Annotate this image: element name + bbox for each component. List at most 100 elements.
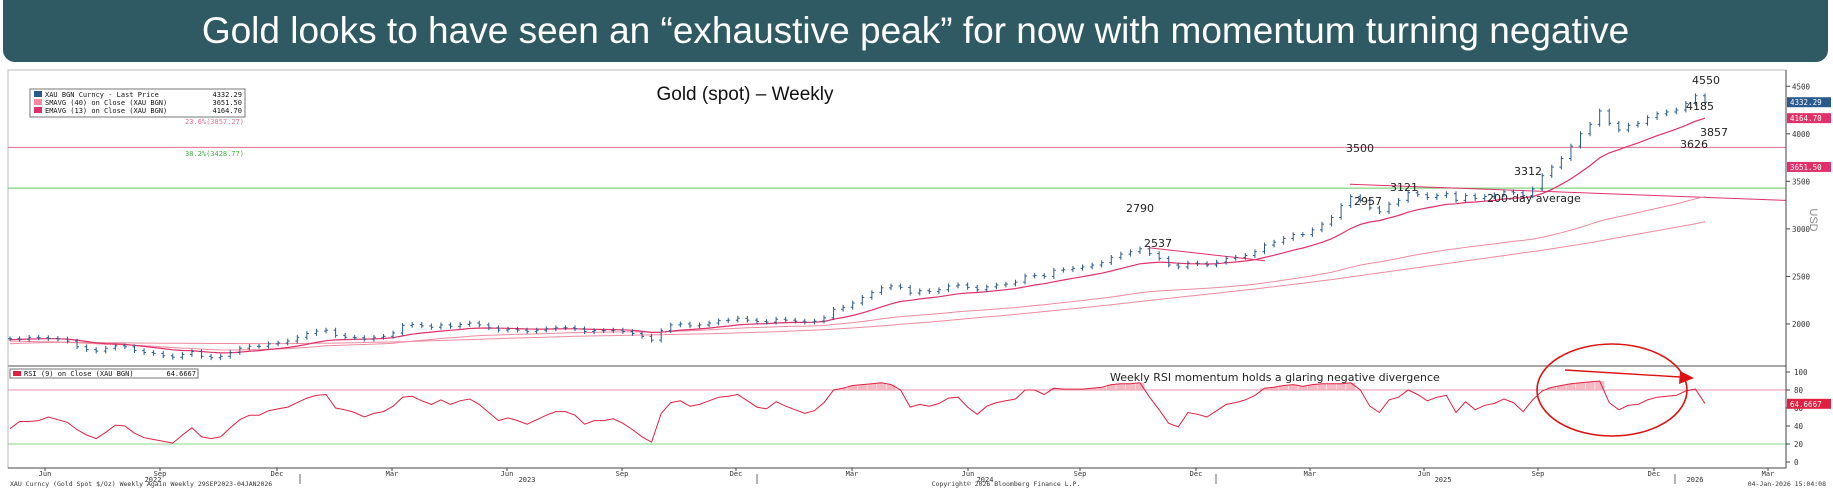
price-bar (640, 331, 645, 339)
price-bar (1233, 255, 1238, 261)
last-price-tag-bg (1787, 161, 1831, 172)
price-bar (75, 338, 80, 350)
price-bar (1176, 262, 1181, 270)
last-price-tag-label: 4164.70 (1790, 114, 1822, 123)
banner-title: Gold looks to have seen an “exhaustive p… (201, 10, 1630, 51)
price-bar (1205, 261, 1210, 268)
price-bar (65, 336, 70, 344)
price-bar (285, 338, 290, 346)
price-bar (1272, 239, 1277, 248)
price-bar (1635, 120, 1640, 128)
price-bar (1262, 242, 1267, 255)
annotation-200day: 200-day average (1487, 192, 1581, 205)
price-bar (917, 288, 922, 296)
banner: Gold looks to have seen an “exhaustive p… (3, 0, 1828, 62)
price-bar (1645, 115, 1650, 126)
price-bar (94, 347, 99, 354)
price-bar (17, 336, 22, 342)
price-bar (1616, 120, 1621, 133)
price-bar (1434, 193, 1439, 200)
price-bar (295, 334, 300, 344)
price-bar (458, 322, 463, 329)
price-bar (573, 325, 577, 332)
legend-swatch-sma (34, 99, 42, 105)
price-bar (1501, 189, 1506, 198)
price-bar (754, 317, 759, 324)
price-bar (1655, 111, 1660, 121)
x-month-label: Dec (1648, 470, 1661, 478)
annotation-2537: 2537 (1144, 237, 1172, 250)
divergence-arrow-head (1679, 371, 1694, 384)
price-bar (324, 327, 329, 334)
last-price-tag-label: 3651.50 (1790, 163, 1822, 172)
price-bar (1568, 143, 1573, 161)
price-bar (1099, 260, 1104, 268)
x-month-label: Dec (1190, 470, 1203, 478)
price-bar (1540, 173, 1545, 192)
price-bar (237, 345, 242, 355)
price-bar (1674, 107, 1679, 115)
price-bar (1406, 190, 1411, 203)
price-bar (1061, 267, 1066, 273)
annotation-3857: 3857 (1700, 126, 1728, 139)
rsi-legend-label: RSI (9) on Close (XAU BGN) (24, 370, 134, 378)
x-year-label: 2024 (977, 476, 994, 484)
price-bar (1626, 122, 1631, 133)
price-bar (1339, 203, 1344, 220)
rsi-y-tick-label: 20 (1794, 440, 1804, 449)
price-bar (1185, 260, 1190, 270)
price-bar (802, 318, 807, 325)
legend-label-price: XAU BGN Curncy - Last Price (45, 91, 159, 99)
divergence-circle (1536, 343, 1688, 437)
price-bar (1128, 249, 1133, 257)
legend-value-price: 4332.29 (212, 91, 242, 99)
price-y-tick-label: 2500 (1792, 272, 1811, 281)
annotation-4185: 4185 (1686, 100, 1714, 113)
price-bar (1032, 273, 1037, 279)
price-bar (611, 327, 616, 333)
price-bar (1147, 246, 1152, 256)
price-bar (391, 330, 396, 339)
price-bar (774, 316, 779, 325)
annotation-4550: 4550 (1692, 74, 1720, 87)
price-bar (1559, 156, 1564, 170)
price-bar (496, 325, 501, 333)
price-bar (1473, 193, 1478, 201)
annotation-2957: 2957 (1354, 195, 1382, 208)
price-bar (975, 284, 980, 293)
price-bar (1252, 249, 1257, 258)
price-bar (304, 331, 309, 340)
annotation-3312: 3312 (1514, 165, 1542, 178)
price-bar (8, 336, 12, 342)
price-bar (1138, 246, 1142, 255)
price-bar (1588, 121, 1593, 137)
price-bar (1224, 255, 1229, 265)
x-month-label: Sep (154, 470, 167, 478)
price-bar (831, 306, 836, 321)
price-bar (1023, 273, 1028, 285)
price-bar (534, 327, 539, 334)
price-bar (410, 322, 415, 328)
chart-title: Gold (spot) – Weekly (656, 84, 834, 105)
price-bar (1291, 232, 1296, 241)
price-bar (1444, 191, 1449, 198)
price-bar (563, 325, 568, 331)
price-bar (199, 349, 204, 359)
price-bar (438, 322, 443, 330)
price-bar (1607, 108, 1612, 126)
x-year-label: 2023 (519, 476, 536, 484)
price-bar (477, 320, 482, 328)
price-bar (735, 315, 740, 323)
price-bar (333, 327, 338, 338)
price-bar (1281, 236, 1286, 245)
series-line-2 (9, 196, 1706, 351)
price-bar (27, 334, 32, 342)
price-bar (1482, 194, 1487, 201)
x-month-label: Jun (1418, 470, 1431, 478)
price-bar (486, 322, 491, 331)
price-bar (352, 334, 357, 341)
last-price-tag-label: 4332.29 (1790, 98, 1822, 107)
price-bar (707, 320, 712, 328)
price-bar (1195, 260, 1200, 266)
